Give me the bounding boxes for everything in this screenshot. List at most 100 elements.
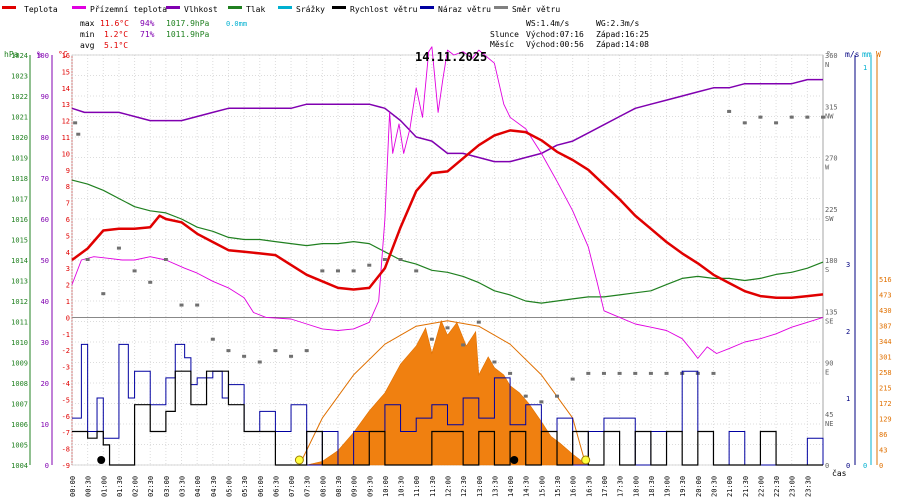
w-tick-label: 344 bbox=[879, 338, 892, 346]
x-tick-label: 07:00 bbox=[288, 476, 296, 497]
x-tick-label: 16:30 bbox=[585, 476, 593, 497]
wind-speed-line bbox=[72, 370, 823, 466]
wind-dir-point bbox=[73, 121, 78, 125]
hpa-tick-label: 1016 bbox=[11, 216, 28, 224]
legend-swatch-pressure bbox=[228, 6, 242, 9]
unit-mm: mm bbox=[862, 50, 872, 59]
pct-tick-label: 70 bbox=[41, 175, 49, 183]
legend-pressure: Tlak bbox=[246, 5, 265, 14]
c-tick-label: 0 bbox=[66, 314, 70, 322]
c-tick-label: 11 bbox=[62, 134, 70, 142]
legend-swatch-wind-gust bbox=[420, 6, 434, 9]
legend-swatch-humidity bbox=[166, 6, 180, 9]
hpa-tick-label: 1020 bbox=[11, 134, 28, 142]
legend-swatch-wind-dir bbox=[494, 6, 508, 9]
c-tick-label: 9 bbox=[66, 167, 70, 175]
w-tick-label: 172 bbox=[879, 400, 892, 408]
data-marks bbox=[71, 46, 825, 466]
legend-swatch-wind-speed bbox=[332, 6, 346, 9]
hpa-tick-label: 1022 bbox=[11, 93, 28, 101]
c-tick-label: 12 bbox=[62, 118, 70, 126]
dir-tick-label: S bbox=[825, 266, 829, 274]
x-tick-label: 03:30 bbox=[179, 476, 187, 497]
wind-dir-point bbox=[445, 326, 450, 330]
x-tick-label: 15:00 bbox=[538, 476, 546, 497]
wind-dir-point bbox=[116, 246, 121, 250]
hpa-tick-label: 1021 bbox=[11, 114, 28, 122]
c-tick-label: -2 bbox=[62, 347, 70, 355]
wind-dir-point bbox=[429, 337, 434, 341]
x-tick-label: 15:30 bbox=[554, 476, 562, 497]
x-tick-label: 09:00 bbox=[351, 476, 359, 497]
unit-ms: m/s bbox=[845, 50, 860, 59]
wind-dir-point bbox=[382, 258, 387, 261]
c-tick-label: -4 bbox=[62, 380, 70, 388]
dir-tick-label: NW bbox=[825, 112, 834, 120]
pct-tick-label: 0 bbox=[45, 462, 49, 470]
w-tick-label: 86 bbox=[879, 431, 887, 439]
axis-units: hPa % °C ° m/s mm W bbox=[4, 50, 881, 59]
x-tick-label: 00:00 bbox=[69, 476, 77, 497]
c-tick-label: -9 bbox=[62, 462, 70, 470]
wind-dir-point bbox=[805, 115, 810, 119]
unit-pct: % bbox=[37, 50, 42, 59]
wind-dir-point bbox=[210, 337, 215, 341]
x-tick-label: 08:30 bbox=[335, 476, 343, 497]
wind-dir-point bbox=[242, 354, 247, 358]
mm-tick-label: 1 bbox=[863, 64, 867, 72]
wind-dir-point bbox=[742, 121, 747, 125]
wind-dir-point bbox=[132, 269, 137, 273]
wind-dir-point bbox=[555, 394, 560, 398]
x-tick-label: 13:30 bbox=[491, 476, 499, 497]
x-tick-label: 17:00 bbox=[601, 476, 609, 497]
moonset-marker bbox=[510, 456, 519, 464]
x-tick-label: 07:30 bbox=[304, 476, 312, 497]
wind-dir-point bbox=[789, 115, 794, 119]
x-tick-label: 01:30 bbox=[116, 476, 124, 497]
wind-dir-point bbox=[257, 360, 262, 364]
wind-dir-point bbox=[711, 371, 716, 375]
deg-tick-label: 0 bbox=[825, 462, 829, 470]
dir-tick-label: SE bbox=[825, 317, 833, 325]
wind-dir-point bbox=[101, 292, 106, 296]
legend-humidity: Vlhkost bbox=[184, 5, 218, 14]
x-tick-label: 10:30 bbox=[398, 476, 406, 497]
wind-dir-point bbox=[335, 269, 340, 273]
unit-deg: ° bbox=[826, 50, 831, 59]
hpa-tick-label: 1017 bbox=[11, 196, 28, 204]
x-tick-label: 11:30 bbox=[429, 476, 437, 497]
wind-dir-point bbox=[85, 258, 90, 261]
w-tick-label: 258 bbox=[879, 369, 892, 377]
legend-wind-dir: Směr větru bbox=[512, 5, 560, 14]
stats-min-temp: 1.2°C bbox=[104, 30, 128, 39]
unit-c: °C bbox=[58, 50, 68, 59]
wind-dir-point bbox=[821, 115, 825, 119]
x-tick-label: 21:00 bbox=[726, 476, 734, 497]
info-ws: WS:1.4m/s bbox=[526, 19, 570, 28]
stats-min-hum: 71% bbox=[140, 30, 155, 39]
deg-tick-label: 90 bbox=[825, 360, 833, 368]
wind-dir-point bbox=[664, 371, 669, 375]
w-tick-label: 430 bbox=[879, 307, 892, 315]
ms-tick-label: 0 bbox=[846, 462, 850, 470]
w-tick-label: 129 bbox=[879, 416, 892, 424]
x-tick-label: 12:30 bbox=[460, 476, 468, 497]
info-sun-set: Západ:16:25 bbox=[596, 30, 649, 39]
legend-swatch-rain bbox=[278, 6, 292, 9]
c-tick-label: -7 bbox=[62, 429, 70, 437]
legend: Teplota Přízemní teplota Vlhkost Tlak Sr… bbox=[2, 5, 560, 14]
x-tick-label: 04:00 bbox=[194, 476, 202, 497]
dir-tick-label: SW bbox=[825, 215, 834, 223]
x-tick-label: 20:30 bbox=[710, 476, 718, 497]
deg-tick-label: 360 bbox=[825, 52, 838, 60]
stats-max-hum: 94% bbox=[140, 19, 155, 28]
pct-tick-label: 40 bbox=[41, 298, 49, 306]
wind-dir-point bbox=[586, 371, 591, 375]
wind-dir-point bbox=[633, 371, 638, 375]
sunrise-marker bbox=[294, 455, 304, 465]
hpa-tick-label: 1004 bbox=[11, 462, 28, 470]
wind-dir-point bbox=[398, 258, 403, 261]
humidity-line bbox=[71, 78, 823, 163]
temperature-line bbox=[71, 129, 824, 299]
